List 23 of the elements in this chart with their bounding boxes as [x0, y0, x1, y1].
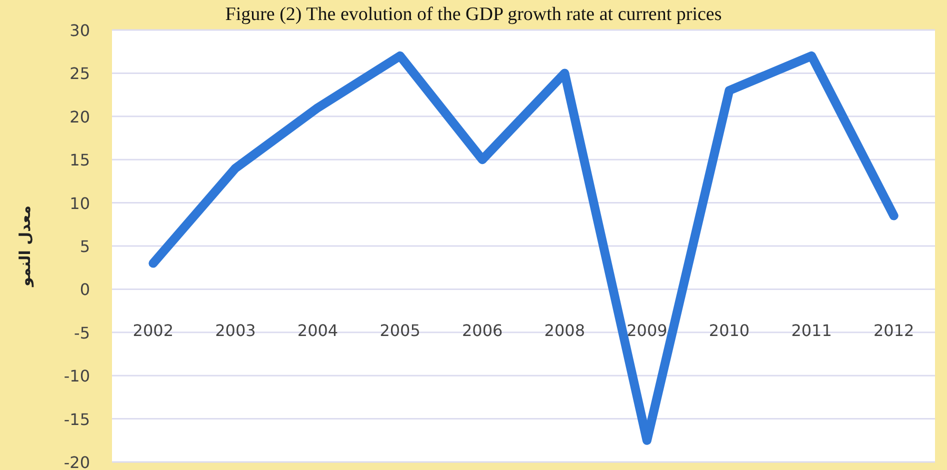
- y-tick-label: -10: [64, 366, 90, 386]
- y-tick-label: 20: [70, 107, 90, 126]
- y-tick-label: 5: [80, 237, 90, 256]
- x-tick-label: 2011: [791, 321, 832, 340]
- y-axis-title: معدل النمو: [16, 205, 34, 288]
- y-tick-label: 30: [70, 21, 90, 40]
- y-tick-label: -15: [64, 410, 90, 429]
- y-tick-label: 10: [70, 194, 90, 213]
- y-tick-label: 15: [70, 150, 90, 170]
- x-tick-label: 2006: [462, 321, 503, 340]
- x-tick-label: 2010: [708, 321, 750, 340]
- x-tick-label: 2009: [626, 321, 668, 340]
- y-tick-label: -20: [64, 453, 90, 470]
- x-tick-label: 2002: [132, 321, 174, 340]
- x-tick-label: 2003: [215, 321, 256, 340]
- y-tick-label: 25: [70, 64, 90, 84]
- y-tick-label: 0: [80, 280, 90, 300]
- x-tick-label: 2005: [380, 321, 420, 340]
- x-tick-label: 2012: [873, 321, 914, 340]
- y-tick-label: -5: [74, 323, 90, 342]
- x-tick-label: 2008: [544, 321, 586, 340]
- x-tick-label: 2004: [297, 321, 338, 340]
- chart-title: Figure (2) The evolution of the GDP growth rate at current prices: [225, 4, 722, 25]
